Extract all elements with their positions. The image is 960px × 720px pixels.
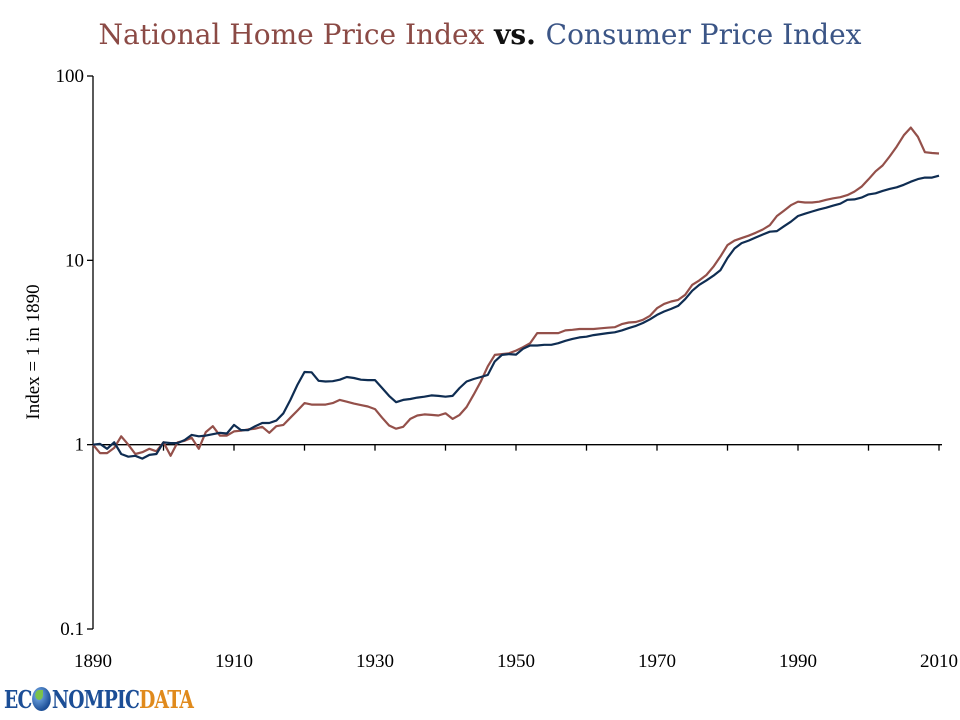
- chart-title: National Home Price Index vs. Consumer P…: [0, 18, 960, 51]
- x-tick-label: 1970: [638, 651, 676, 672]
- consumer-price-index-line: [92, 174, 940, 460]
- x-tick-label: 1910: [215, 651, 253, 672]
- y-tick-label: 1: [75, 435, 85, 456]
- y-tick-label: 10: [65, 250, 84, 271]
- logo-text-prefix: EC: [4, 684, 32, 714]
- x-tick-label: 1990: [779, 651, 817, 672]
- y-tick-label: 100: [56, 66, 85, 87]
- x-tick-label: 2010: [920, 651, 958, 672]
- x-tick-label: 1950: [497, 651, 535, 672]
- title-home-price-index: National Home Price Index: [98, 18, 485, 51]
- x-tick-label: 1930: [356, 651, 394, 672]
- home-price-index-line: [92, 126, 940, 457]
- globe-pie-icon: [32, 687, 52, 711]
- x-tick-label: 1890: [74, 651, 112, 672]
- y-tick-label: 0.1: [60, 619, 84, 640]
- economicdata-logo: EC NOMPIC DATA: [4, 684, 194, 714]
- title-consumer-price-index: Consumer Price Index: [545, 18, 862, 51]
- logo-text-suffix: DATA: [139, 684, 194, 714]
- logo-text-middle: NOMPIC: [51, 684, 140, 714]
- series-layer: [92, 126, 940, 460]
- y-axis-label: Index = 1 in 1890: [23, 284, 44, 419]
- title-vs: vs.: [484, 18, 546, 51]
- axes: 0.1 1 10 100 1890 1910 1930 1950 1970 1990 2010: [56, 66, 959, 672]
